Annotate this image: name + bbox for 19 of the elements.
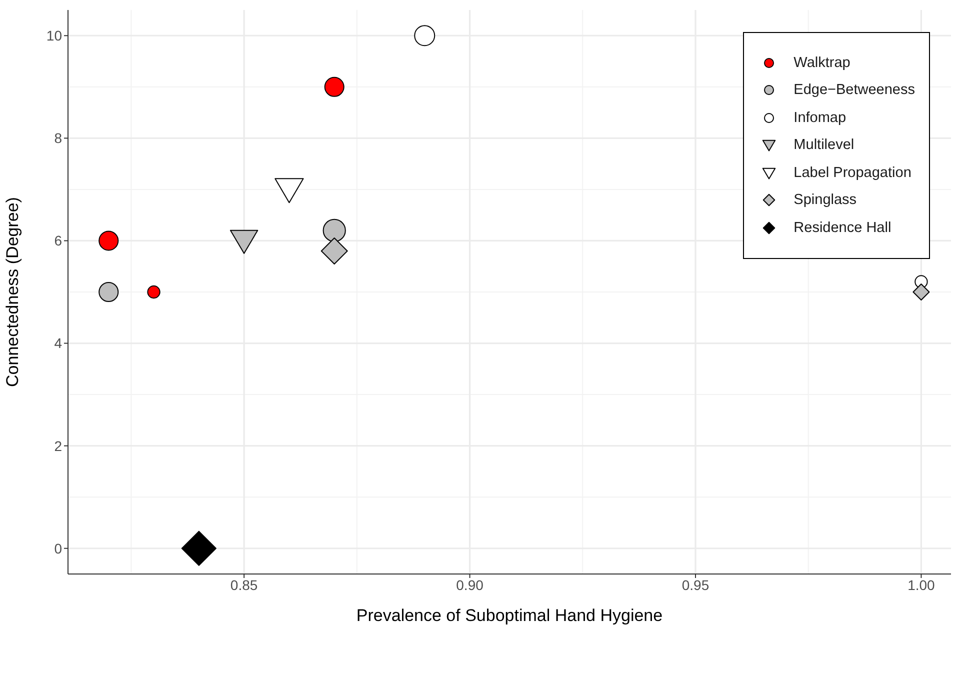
- legend-label: Infomap: [794, 110, 846, 126]
- x-axis-title: Prevalence of Suboptimal Hand Hygiene: [356, 606, 663, 625]
- x-tick-label: 1.00: [908, 576, 936, 593]
- legend-label: Edge−Betweeness: [794, 82, 915, 98]
- y-axis-title: Connectedness (Degree): [3, 197, 22, 387]
- legend-label: Residence Hall: [794, 220, 892, 236]
- x-tick-label: 0.90: [456, 576, 484, 593]
- y-tick-label: 8: [54, 130, 62, 146]
- legend-label: Label Propagation: [794, 164, 912, 181]
- x-tick-label: 0.95: [682, 576, 710, 593]
- y-tick-label: 2: [54, 438, 62, 454]
- y-tick-label: 10: [46, 28, 62, 44]
- x-tick-label: 0.85: [230, 576, 258, 593]
- legend-label: Spinglass: [794, 192, 857, 208]
- legend-label: Walktrap: [794, 54, 850, 71]
- y-tick-label: 6: [54, 232, 62, 249]
- y-tick-label: 0: [54, 540, 62, 556]
- y-tick-label: 4: [54, 335, 62, 352]
- legend-label: Multilevel: [794, 137, 854, 154]
